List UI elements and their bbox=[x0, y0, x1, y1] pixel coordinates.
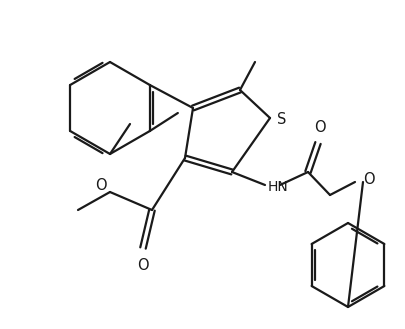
Text: S: S bbox=[277, 113, 287, 128]
Text: O: O bbox=[363, 171, 375, 187]
Text: HN: HN bbox=[268, 180, 289, 194]
Text: O: O bbox=[95, 178, 107, 192]
Text: O: O bbox=[314, 120, 326, 135]
Text: O: O bbox=[137, 258, 149, 273]
